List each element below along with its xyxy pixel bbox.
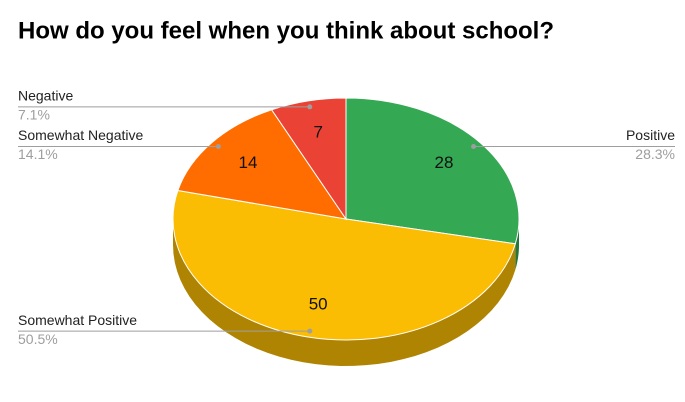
category-label: Positive — [626, 127, 675, 143]
value-label: 14 — [239, 153, 258, 172]
slice-side — [173, 219, 516, 366]
value-label: 50 — [309, 295, 328, 314]
category-label: Somewhat Negative — [18, 127, 144, 143]
chart-title: How do you feel when you think about sch… — [18, 17, 554, 44]
leader-dot — [215, 144, 221, 150]
slice — [172, 189, 516, 341]
slice — [270, 97, 347, 221]
leader-dot — [471, 144, 477, 150]
percent-label: 14.1% — [18, 146, 58, 162]
slice — [177, 109, 348, 220]
value-label: 7 — [313, 122, 322, 141]
leader-dot — [307, 328, 313, 334]
category-label: Negative — [18, 88, 73, 104]
leader-dot — [307, 104, 313, 110]
percent-label: 7.1% — [18, 107, 50, 123]
percent-label: 50.5% — [18, 331, 58, 347]
value-label: 28 — [435, 153, 454, 172]
category-label: Somewhat Positive — [18, 312, 137, 328]
slice — [345, 97, 520, 245]
percent-label: 28.3% — [635, 146, 675, 162]
